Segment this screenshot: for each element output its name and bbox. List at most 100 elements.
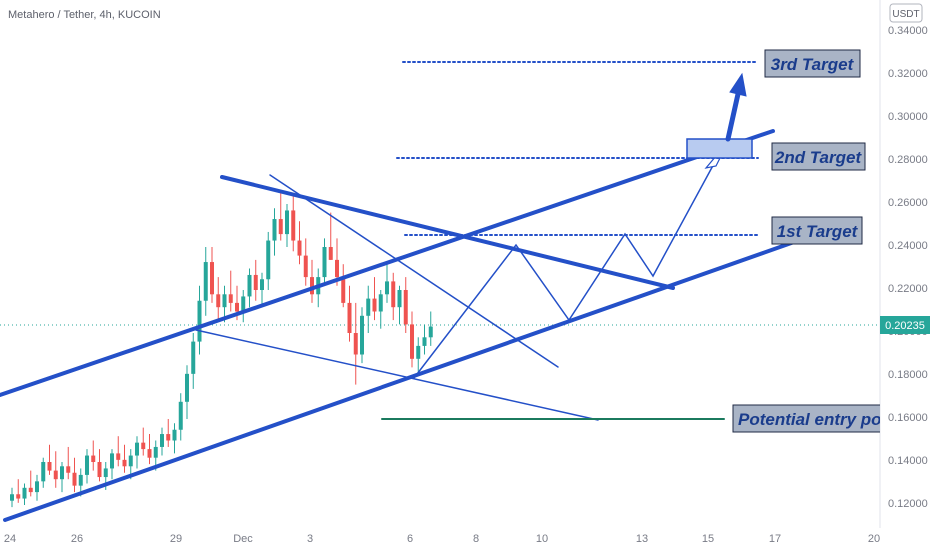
x-tick-label: 8 xyxy=(473,533,479,545)
upper-channel-line[interactable] xyxy=(0,129,775,397)
candle xyxy=(372,277,377,321)
candle xyxy=(428,311,433,346)
annotation-target2-text: 2nd Target xyxy=(774,148,863,167)
x-tick-label: 6 xyxy=(407,533,413,545)
candle-body-down xyxy=(297,240,302,256)
candle xyxy=(185,365,189,419)
candle xyxy=(266,231,271,290)
target-zone-box[interactable] xyxy=(686,138,753,159)
annotation-entry-text: Potential entry po xyxy=(738,410,882,429)
candle xyxy=(303,238,308,286)
candle-body-down xyxy=(53,470,58,480)
candle-body-down xyxy=(410,324,414,359)
candle-body-up xyxy=(272,219,277,241)
descending-resistance-line[interactable] xyxy=(220,175,675,290)
candle xyxy=(141,427,146,456)
y-axis[interactable]: 0.34000 0.32000 0.30000 0.28000 0.26000 … xyxy=(888,25,928,510)
candle-body-down xyxy=(141,442,146,450)
candle-body-down xyxy=(210,262,214,295)
y-tick-label: 0.26000 xyxy=(888,197,928,209)
candle-body-down xyxy=(16,494,21,499)
y-tick-label: 0.30000 xyxy=(888,111,928,123)
candle xyxy=(278,191,283,241)
lower-channel-line[interactable] xyxy=(3,239,799,522)
y-tick-label: 0.34000 xyxy=(888,25,928,37)
x-tick-label: 26 xyxy=(71,533,83,545)
annotation-target1[interactable]: 1st Target xyxy=(771,216,863,245)
candle xyxy=(41,457,46,488)
candle xyxy=(210,247,214,303)
candle-body-up xyxy=(172,429,177,441)
candle-body-up xyxy=(153,446,158,458)
candle xyxy=(97,449,102,482)
wedge-upper-line[interactable] xyxy=(269,174,559,368)
candle xyxy=(397,285,402,325)
candle xyxy=(416,337,421,372)
candle xyxy=(410,311,414,368)
candle xyxy=(328,212,333,260)
currency-button[interactable]: USDT xyxy=(889,3,923,23)
candle xyxy=(147,434,152,465)
candle xyxy=(353,302,358,385)
candle xyxy=(53,451,58,488)
candle xyxy=(247,268,252,308)
annotation-target3-text: 3rd Target xyxy=(771,55,855,74)
candle xyxy=(347,285,352,342)
candle xyxy=(285,204,289,247)
wedge-lower-line[interactable] xyxy=(195,329,599,421)
candle xyxy=(166,419,171,447)
y-tick-label: 0.16000 xyxy=(888,412,928,424)
candle xyxy=(172,423,177,454)
candle xyxy=(197,285,202,355)
candle-body-down xyxy=(347,302,352,333)
candle-body-up xyxy=(160,434,164,447)
candle-body-up xyxy=(385,281,389,295)
current-price-tag: 0.20235 xyxy=(880,316,930,334)
current-price-value: 0.20235 xyxy=(885,320,925,332)
candle-body-down xyxy=(122,459,127,467)
candle xyxy=(297,221,302,265)
candle-body-down xyxy=(403,290,408,325)
candle xyxy=(178,393,183,441)
candle xyxy=(403,277,408,333)
symbol-title: Metahero / Tether, 4h, KUCOIN xyxy=(8,9,161,21)
candle-body-down xyxy=(303,255,308,278)
candle-body-down xyxy=(216,294,221,308)
candle-body-down xyxy=(116,453,121,460)
candle-body-up xyxy=(422,337,427,346)
candle-body-up xyxy=(135,442,139,456)
x-axis[interactable]: 24 26 29 Dec 3 6 8 10 13 15 17 20 xyxy=(4,533,880,545)
projected-path[interactable] xyxy=(413,159,717,379)
candle-body-up xyxy=(203,262,208,301)
candle xyxy=(391,272,396,321)
candle-body-up xyxy=(397,290,402,308)
candle-body-down xyxy=(291,210,296,241)
candle-body-up xyxy=(110,453,114,469)
annotation-entry[interactable]: Potential entry po xyxy=(732,404,893,433)
x-tick-label: 29 xyxy=(170,533,182,545)
candle-body-down xyxy=(166,434,171,441)
candle-body-up xyxy=(285,210,289,235)
candle-body-down xyxy=(278,219,283,235)
annotation-target3[interactable]: 3rd Target xyxy=(764,49,861,78)
candle xyxy=(191,333,196,389)
candle xyxy=(22,483,27,505)
candle-body-up xyxy=(428,326,433,338)
candle xyxy=(122,444,127,473)
candle xyxy=(366,285,371,333)
candle-body-down xyxy=(228,294,233,303)
candle-body-down xyxy=(66,466,71,473)
candle-body-up xyxy=(185,373,189,402)
currency-label: USDT xyxy=(892,9,919,20)
y-tick-label: 0.28000 xyxy=(888,154,928,166)
candle xyxy=(160,427,164,456)
x-tick-label: 24 xyxy=(4,533,16,545)
annotation-target2[interactable]: 2nd Target xyxy=(771,142,866,171)
candle xyxy=(110,449,114,480)
candle-body-up xyxy=(60,466,64,480)
candle xyxy=(360,307,364,364)
candle xyxy=(241,290,246,323)
x-tick-label: 20 xyxy=(868,533,880,545)
candle xyxy=(28,470,33,497)
